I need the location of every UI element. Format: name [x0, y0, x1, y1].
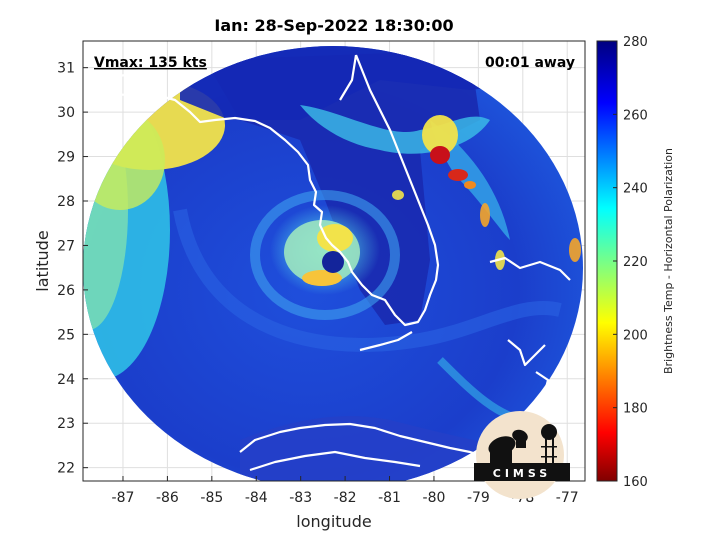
- cimss-logo: CIMSS: [474, 411, 570, 499]
- convection-east-3: [569, 238, 581, 262]
- x-ticks: -87-86-85-84-83-82-81-80-79-78-77: [112, 476, 579, 506]
- convection-east-4: [392, 190, 404, 200]
- cuba-land-tb: [240, 416, 500, 480]
- coastline-north-border: [84, 47, 211, 82]
- hurricane-eye: [322, 251, 344, 273]
- coastline-cuba-south: [249, 450, 421, 472]
- convection-ne-yellow: [422, 115, 458, 155]
- y-tick-label: 29: [57, 150, 75, 166]
- y-tick-label: 31: [57, 61, 75, 77]
- coastline-cuba: [239, 422, 491, 460]
- convection-ne-red-2: [448, 169, 468, 181]
- x-tick-label: -79: [467, 490, 490, 506]
- coastline-keys: [359, 331, 413, 352]
- x-tick-label: -82: [334, 490, 357, 506]
- logo-tower-icon: [541, 424, 557, 468]
- time-away-annotation: 00:01 away: [485, 55, 575, 71]
- colorbar-ticks: 160 180 200 220 240 260 280: [613, 35, 648, 490]
- x-tick-label: -87: [112, 490, 135, 506]
- eyewall-yellow: [317, 224, 353, 252]
- colorbar-tick-label: 280: [623, 35, 648, 50]
- colorbar-tick-label: 180: [623, 402, 648, 417]
- chart-title: Ian: 28-Sep-2022 18:30:00: [214, 16, 453, 35]
- convection-ne-orange: [464, 181, 476, 189]
- colorbar-tick-label: 260: [623, 108, 648, 123]
- coastline-bahamas-3: [535, 371, 550, 393]
- x-tick-label: -80: [423, 490, 446, 506]
- coastline-atlantic: [339, 54, 358, 101]
- colorbar-label: Brightness Temp - Horizontal Polarizatio…: [662, 148, 675, 374]
- convection-east-1: [480, 203, 490, 227]
- colorbar: 160 180 200 220 240 260 280 Brightness Temp - …: [596, 35, 675, 490]
- eyewall-south-yellow: [302, 270, 342, 286]
- axes-box: [82, 40, 586, 482]
- x-axis-label: longitude: [296, 512, 371, 531]
- colorbar-tick-label: 220: [623, 255, 648, 270]
- convection-ne-red: [430, 146, 450, 164]
- y-tick-label: 26: [57, 283, 75, 299]
- logo-circle: [476, 411, 564, 499]
- y-ticks: 22 23 24 25 26 27 28 29 30 31: [57, 61, 88, 477]
- x-tick-label: -81: [378, 490, 401, 506]
- y-tick-label: 28: [57, 194, 75, 210]
- logo-band: [474, 463, 570, 481]
- colorbar-tick-label: 200: [623, 328, 648, 343]
- colorbar-tick-label: 240: [623, 182, 648, 197]
- y-tick-label: 25: [57, 327, 75, 343]
- y-tick-label: 27: [57, 238, 75, 254]
- y-tick-label: 30: [57, 105, 75, 121]
- logo-dish-icon: [488, 429, 528, 464]
- x-tick-label: -86: [156, 490, 179, 506]
- y-axis-label: latitude: [33, 230, 52, 291]
- coastline-gulf-north: [84, 54, 440, 327]
- x-tick-label: -84: [245, 490, 268, 506]
- x-tick-label: -85: [200, 490, 223, 506]
- x-tick-label: -77: [556, 490, 579, 506]
- eyewall-outer: [250, 190, 400, 320]
- colorbar-tick-label: 160: [623, 475, 648, 490]
- coastlines: [84, 47, 571, 472]
- logo-text: CIMSS: [493, 467, 551, 480]
- x-tick-label: -83: [289, 490, 312, 506]
- coastline-bahamas-1: [489, 256, 571, 281]
- y-tick-label: 24: [57, 372, 75, 388]
- coastline-bahamas-2: [507, 339, 546, 367]
- y-tick-label: 22: [57, 461, 75, 477]
- y-tick-label: 23: [57, 416, 75, 432]
- vmax-annotation: Vmax: 135 kts: [94, 55, 207, 71]
